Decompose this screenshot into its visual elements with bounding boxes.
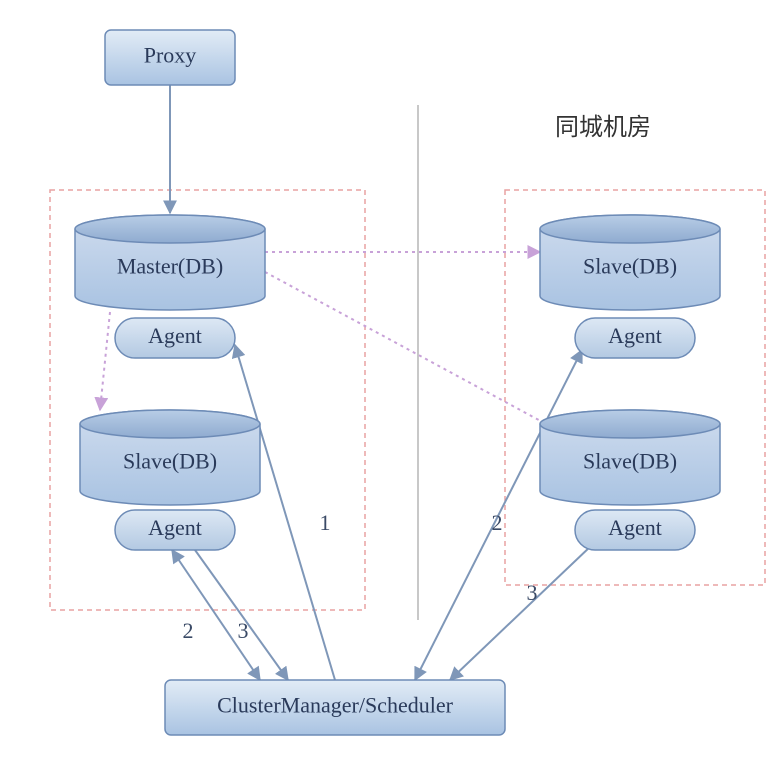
slave1-label: Slave(DB)	[123, 449, 217, 474]
title-right: 同城机房	[555, 114, 651, 141]
edge-label-agent3-cluster-2: 2	[492, 510, 503, 535]
slave3-label: Slave(DB)	[583, 449, 677, 474]
slave3-cyl-top	[540, 410, 720, 438]
edge-label-cluster-agent1-1: 1	[320, 510, 331, 535]
slave1-cyl-top	[80, 410, 260, 438]
agent3-label: Agent	[608, 323, 662, 348]
agent1-label: Agent	[148, 323, 202, 348]
bg	[0, 0, 780, 774]
agent2-label: Agent	[148, 515, 202, 540]
edge-label-agent2-cluster-3: 3	[238, 618, 249, 643]
slave2-label: Slave(DB)	[583, 254, 677, 279]
cluster-label: ClusterManager/Scheduler	[217, 693, 453, 718]
proxy-label: Proxy	[144, 43, 197, 68]
slave2-cyl-top	[540, 215, 720, 243]
master-cyl-top	[75, 215, 265, 243]
diagram-canvas: 同城机房 1 2 3 2 3 Proxy Master(DB) Agent Slave(DB) Ag…	[0, 0, 780, 774]
agent4-label: Agent	[608, 515, 662, 540]
master-label: Master(DB)	[117, 254, 223, 279]
edge-label-agent4-cluster-3: 3	[527, 580, 538, 605]
edge-label-agent2-cluster-2: 2	[183, 618, 194, 643]
